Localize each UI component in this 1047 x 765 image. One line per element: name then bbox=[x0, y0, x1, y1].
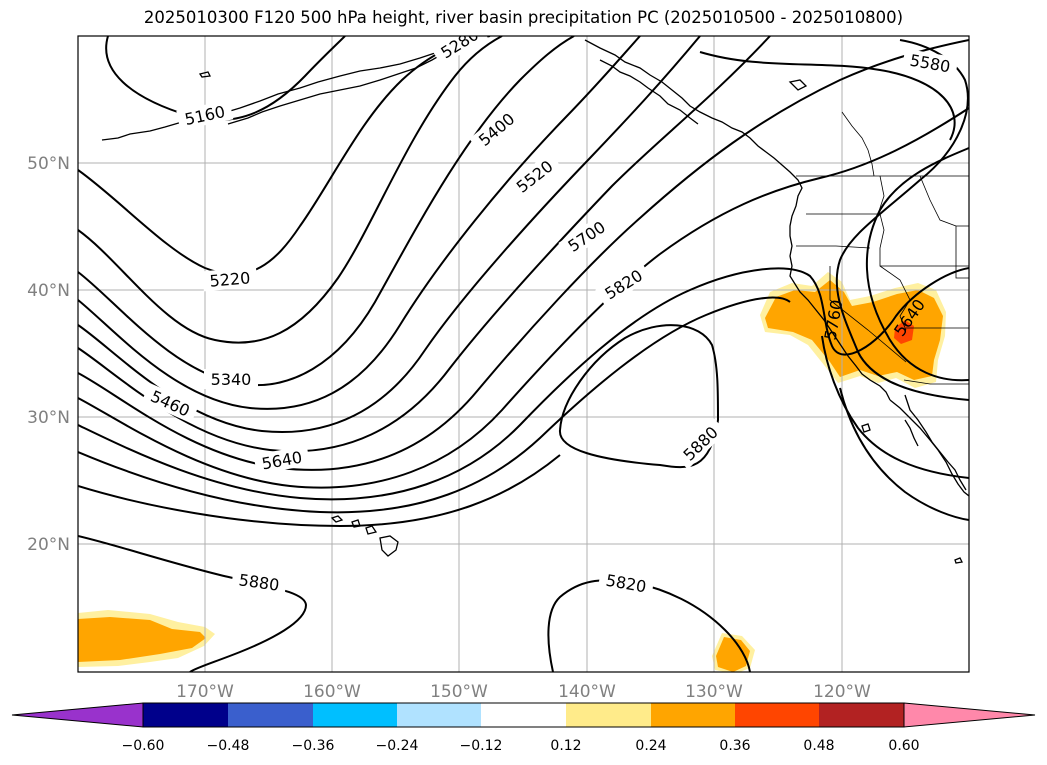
lat-label: 40°N bbox=[27, 281, 70, 301]
map-frame bbox=[77, 35, 970, 673]
colorbar-bin bbox=[143, 703, 228, 727]
contour-label: 5220 bbox=[209, 268, 251, 290]
lon-label: 170°W bbox=[176, 682, 234, 702]
colorbar-bin bbox=[397, 703, 481, 727]
lat-label: 20°N bbox=[27, 535, 70, 555]
lon-label: 130°W bbox=[685, 682, 743, 702]
colorbar-tick: 0.36 bbox=[719, 738, 750, 754]
colorbar-tick: 0.12 bbox=[550, 738, 581, 754]
colorbar-bin bbox=[819, 703, 904, 727]
map-title: 2025010300 F120 500 hPa height, river ba… bbox=[143, 8, 904, 27]
colorbar-bin bbox=[313, 703, 397, 727]
colorbar-tick: 0.24 bbox=[635, 738, 666, 754]
colorbar: −0.60 −0.48 −0.36 −0.24 −0.12 0.12 0.24 … bbox=[11, 702, 1036, 754]
colorbar-tick: −0.12 bbox=[460, 738, 503, 754]
colorbar-extend-right bbox=[903, 702, 1036, 728]
colorbar-bin bbox=[566, 703, 651, 727]
lat-label: 50°N bbox=[27, 154, 70, 174]
contour-label: 5340 bbox=[211, 370, 252, 389]
colorbar-tick: −0.48 bbox=[207, 738, 250, 754]
lat-label: 30°N bbox=[27, 408, 70, 428]
longitude-labels: 170°W 160°W 150°W 140°W 130°W 120°W bbox=[176, 682, 871, 702]
colorbar-tick: −0.60 bbox=[122, 738, 165, 754]
lon-label: 120°W bbox=[813, 682, 871, 702]
colorbar-tick: 0.48 bbox=[803, 738, 834, 754]
colorbar-bin bbox=[735, 703, 819, 727]
lon-label: 160°W bbox=[303, 682, 361, 702]
colorbar-tick: 0.60 bbox=[888, 738, 919, 754]
colorbar-bin bbox=[651, 703, 735, 727]
precipitation-shading bbox=[78, 272, 946, 672]
colorbar-extend-left bbox=[11, 702, 144, 728]
colorbar-tick: −0.36 bbox=[292, 738, 335, 754]
height-contours bbox=[78, 36, 969, 672]
lon-label: 150°W bbox=[430, 682, 488, 702]
colorbar-bin bbox=[228, 703, 313, 727]
colorbar-tick: −0.24 bbox=[376, 738, 419, 754]
lon-label: 140°W bbox=[558, 682, 616, 702]
colorbar-bin bbox=[481, 703, 566, 727]
latitude-labels: 50°N 40°N 30°N 20°N bbox=[27, 154, 70, 555]
coastlines bbox=[101, 36, 969, 564]
